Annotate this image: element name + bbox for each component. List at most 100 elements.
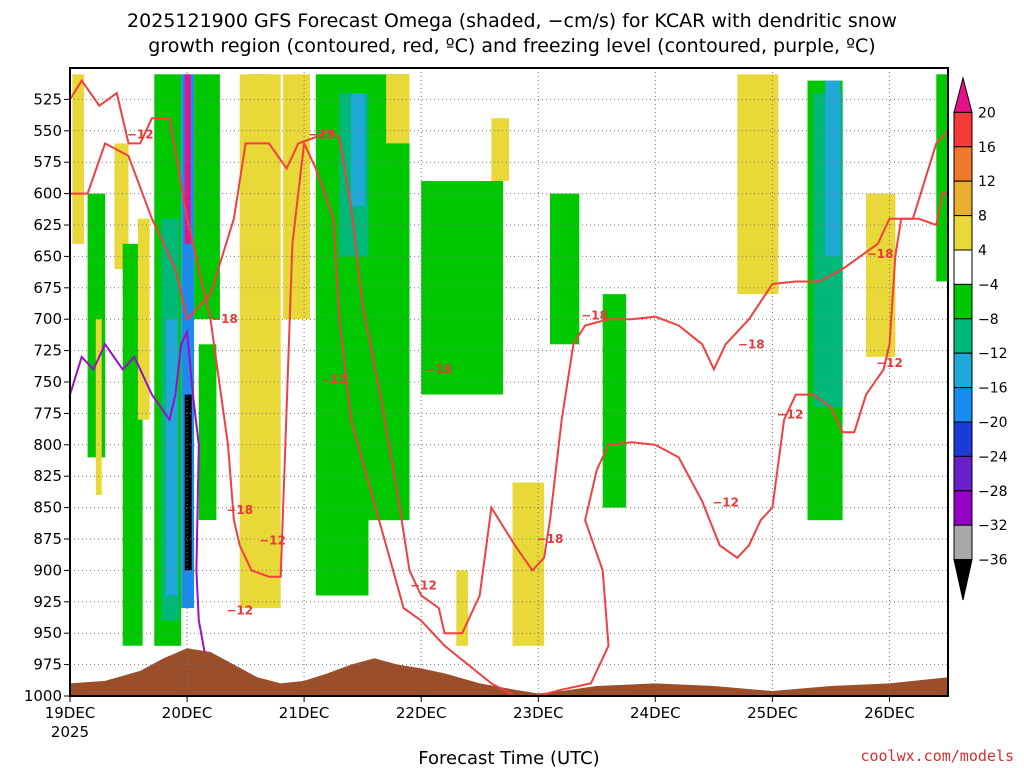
colorbar-swatch: [953, 421, 973, 457]
shaded-region-yellow-column-20dec: [239, 74, 281, 609]
y-tick-label: 750: [33, 373, 62, 391]
y-tick-label: 550: [33, 122, 62, 140]
colorbar-label: 12: [978, 174, 996, 190]
colorbar-swatch: [953, 524, 973, 561]
colorbar-label: −8: [978, 312, 999, 328]
y-tick-label: 875: [33, 530, 62, 548]
y-tick-label: 800: [33, 436, 62, 454]
shaded-region-yellow-column-19dec-c: [137, 218, 150, 420]
shaded-region-yellow-plume-19dec: [72, 74, 84, 244]
contour-label: −12: [876, 356, 903, 370]
shaded-region-yellow-25dec: [737, 74, 779, 295]
colorbar-swatch: [953, 490, 973, 526]
contour-label: −18: [226, 503, 253, 517]
contour-label: −18: [738, 337, 765, 351]
contour-layer: [69, 78, 949, 697]
colorbar-label: −28: [978, 484, 1008, 500]
shaded-region-cyan-25dec: [825, 80, 841, 257]
shaded-region-green-column-19dec-b: [122, 243, 143, 646]
x-tick-label: 24DEC: [630, 704, 681, 722]
contour-label: −12: [259, 533, 286, 547]
colorbar-swatch: [953, 76, 973, 113]
colorbar-swatch: [953, 111, 973, 148]
y-tick-label: 850: [33, 499, 62, 517]
shaded-region-green-24dec: [602, 294, 627, 508]
y-tick-label: 525: [33, 90, 62, 108]
colorbar-label: −20: [978, 415, 1008, 431]
credit-text: coolwx.com/models: [860, 747, 1014, 765]
colorbar-swatch: [953, 146, 973, 182]
y-tick-label: 950: [33, 624, 62, 642]
shaded-region-dark-core-20dec: [184, 394, 192, 571]
colorbar-label: 4: [978, 243, 987, 259]
shaded-region-yellow-21dec: [283, 74, 310, 320]
shaded-region-green-20dec-b: [194, 74, 220, 320]
colorbar-swatch: [953, 455, 973, 492]
shaded-region-yellow-22dec: [491, 118, 509, 181]
shaded-region-cyan-column-20dec: [166, 319, 178, 596]
shaded-region-yellow-column-19dec-d: [95, 319, 102, 495]
dgz-minus12-line: [69, 78, 948, 697]
colorbar-swatch: [953, 318, 973, 354]
y-tick-label: 775: [33, 404, 62, 422]
colorbar-label: −36: [978, 553, 1008, 569]
contour-label: −12: [712, 496, 739, 510]
colorbar-label: −32: [978, 518, 1008, 534]
colorbar-label: −24: [978, 449, 1008, 465]
contour-label: −18: [425, 362, 452, 376]
x-axis-label: Forecast Time (UTC): [418, 748, 599, 768]
y-tick-label: 625: [33, 216, 62, 234]
colorbar-swatch: [953, 249, 973, 285]
colorbar: 20 16 12 8 4 −4 −8 −12 −16 −20 −24 −28 −32 −36: [953, 76, 1008, 601]
colorbar-swatch: [953, 215, 973, 251]
shaded-region-yellow-plume-19dec-b: [114, 143, 129, 269]
shaded-region-pink-core-20dec: [184, 74, 191, 244]
freezing-level-line: [69, 328, 206, 653]
colorbar-swatch: [953, 559, 973, 601]
y-tick-label: 600: [33, 185, 62, 203]
x-tick-label: 19DEC: [45, 704, 96, 722]
shaded-region-green-26dec: [936, 74, 948, 282]
shaded-region-green-20dec-c: [198, 344, 217, 521]
x-tick-label: 20DEC: [162, 704, 213, 722]
colorbar-swatch: [953, 387, 973, 423]
y-tick-label: 900: [33, 561, 62, 579]
contour-labels-layer: −12 −18 −18 −12 −18 −18 −12 −12 −12 −18 −18 −12 −18 −…: [127, 128, 903, 618]
colorbar-label: −16: [978, 381, 1008, 397]
x-tick-label: 21DEC: [279, 704, 330, 722]
shaded-region-yellow-21dec-b: [386, 74, 410, 144]
y-tick-label: 650: [33, 247, 62, 265]
contour-label: −12: [127, 128, 154, 142]
y-tick-label: 975: [33, 656, 62, 674]
y-tick-label: 700: [33, 310, 62, 328]
dgz-minus18-line: [70, 129, 949, 635]
colorbar-label: 20: [978, 105, 996, 121]
shaded-region-yellow-22dec-low: [456, 570, 468, 646]
colorbar-label: −12: [978, 346, 1008, 362]
colorbar-swatch: [953, 283, 973, 320]
x-tick-label: 26DEC: [864, 704, 915, 722]
contour-label: −18: [867, 247, 894, 261]
x-tick-label: 23DEC: [513, 704, 564, 722]
y-tick-label: 1000: [24, 687, 62, 705]
terrain-fill: [70, 648, 948, 696]
shaded-region-green-23dec: [550, 193, 580, 345]
colorbar-label: 8: [978, 209, 987, 225]
contour-label: −18: [537, 532, 564, 546]
terrain-layer: [70, 648, 948, 696]
contour-label: −12: [226, 604, 253, 618]
x-tick-sublabel: 2025: [51, 723, 89, 741]
colorbar-swatch: [953, 180, 973, 217]
x-tick-label: 25DEC: [747, 704, 798, 722]
y-tick-label: 925: [33, 593, 62, 611]
contour-label: −12: [410, 579, 437, 593]
contour-label: −12: [777, 408, 804, 422]
contour-label: −18: [581, 308, 608, 322]
contour-label: −18: [211, 312, 238, 326]
y-tick-label: 575: [33, 153, 62, 171]
y-axis: 525 550 575 600 625 650 675 700 725 750 775 800 825 8…: [24, 90, 70, 705]
chart-title-line1: 2025121900 GFS Forecast Omega (shaded, −…: [127, 10, 897, 32]
omega-shading-layer: [72, 74, 948, 646]
